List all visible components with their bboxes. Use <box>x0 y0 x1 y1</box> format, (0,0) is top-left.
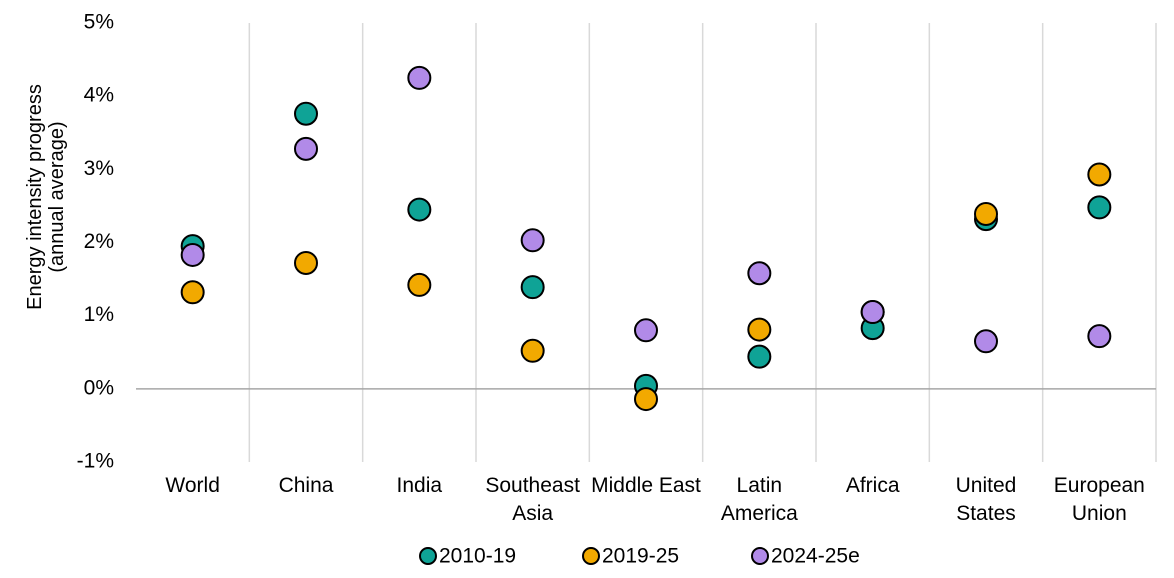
x-tick-label: Southeast Asia <box>485 474 580 525</box>
y-tick-label: 5% <box>84 11 114 34</box>
x-tick-label: China <box>278 474 334 497</box>
dot <box>974 201 998 226</box>
y-tick-label: 1% <box>84 303 114 326</box>
x-tick-label: India <box>396 474 443 497</box>
x-tick-label: Latin America <box>720 474 798 525</box>
dot <box>1087 162 1112 187</box>
y-tick-label: 3% <box>84 157 114 180</box>
x-tick-label: Middle East <box>591 474 701 497</box>
dot <box>407 65 432 90</box>
y-tick-label: 0% <box>84 376 114 399</box>
dot <box>180 242 205 267</box>
dot <box>860 300 885 325</box>
dot <box>634 318 658 343</box>
dot <box>747 344 772 369</box>
legend-marker <box>419 547 437 565</box>
x-tick-label: European Union <box>1053 474 1145 525</box>
dot <box>974 329 998 354</box>
dot <box>1087 195 1112 220</box>
dot <box>407 197 432 222</box>
legend-marker <box>582 547 600 565</box>
dot <box>747 261 772 286</box>
x-tick-label: World <box>165 474 220 497</box>
dot <box>1087 324 1112 349</box>
dot <box>294 136 318 161</box>
y-tick-label: 2% <box>84 230 114 253</box>
dot <box>294 101 318 126</box>
dot <box>520 338 545 363</box>
dot <box>520 228 545 253</box>
legend-marker <box>751 547 769 565</box>
dot <box>747 317 772 342</box>
x-tick-label: United States <box>955 474 1017 525</box>
dot <box>407 272 432 297</box>
dot <box>520 275 545 300</box>
legend-label: 2010-19 <box>439 545 516 568</box>
dot <box>180 280 205 305</box>
dot <box>634 387 658 412</box>
legend-label: 2024-25e <box>771 545 860 568</box>
y-axis-title: Energy intensity progress (annual averag… <box>24 84 68 310</box>
y-tick-label: 4% <box>84 84 114 107</box>
y-tick-label: -1% <box>77 450 114 473</box>
x-tick-label: Africa <box>845 474 900 497</box>
dot <box>294 250 318 275</box>
legend-label: 2019-25 <box>602 545 679 568</box>
